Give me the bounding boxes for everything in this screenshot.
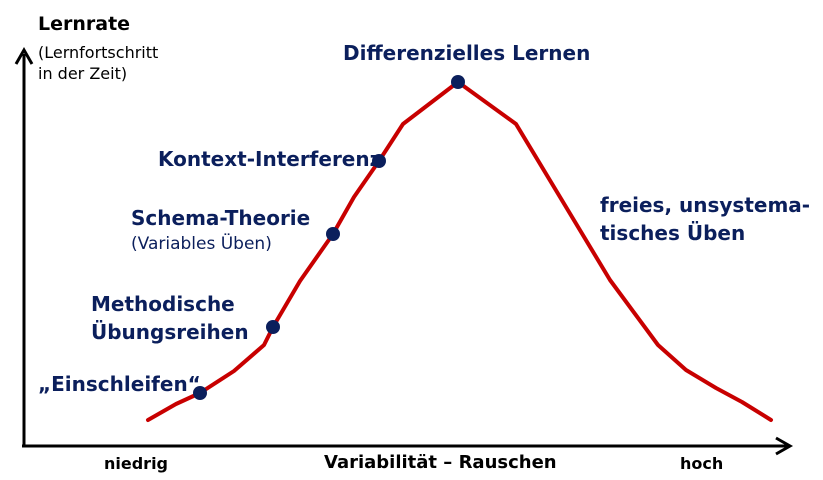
dot-schema-theorie	[326, 227, 340, 241]
label-einschleifen: „Einschleifen“	[38, 372, 201, 396]
dot-einschleifen	[193, 386, 207, 400]
y-axis-subtitle-line2: in der Zeit)	[38, 64, 128, 83]
label-uebungsreihen: Übungsreihen	[91, 320, 249, 344]
label-variables-ueben: (Variables Üben)	[131, 234, 272, 254]
y-axis-subtitle-line1: (Lernfortschritt	[38, 43, 159, 62]
dot-methodische-uebungsreihen	[266, 320, 280, 334]
label-methodische: Methodische	[91, 292, 235, 316]
x-axis-arrowhead	[775, 436, 794, 456]
label-schema-theorie: Schema-Theorie	[131, 206, 311, 230]
x-axis-low-label: niedrig	[104, 454, 169, 473]
label-freies-unsystematisches: freies, unsystema-	[600, 193, 811, 217]
y-axis-title: Lernrate	[38, 13, 131, 35]
dot-differenzielles-lernen	[451, 75, 465, 89]
dot-kontext-interferenz	[372, 154, 386, 168]
x-axis-high-label: hoch	[680, 454, 724, 473]
label-differenzielles-lernen: Differenzielles Lernen	[343, 41, 591, 65]
label-kontext-interferenz: Kontext-Interferenz	[158, 147, 382, 171]
label-tisches-ueben: tisches Üben	[600, 221, 746, 245]
x-axis-title: Variabilität – Rauschen	[324, 452, 557, 473]
y-axis-arrowhead	[14, 46, 34, 65]
learning-curve	[146, 80, 773, 422]
